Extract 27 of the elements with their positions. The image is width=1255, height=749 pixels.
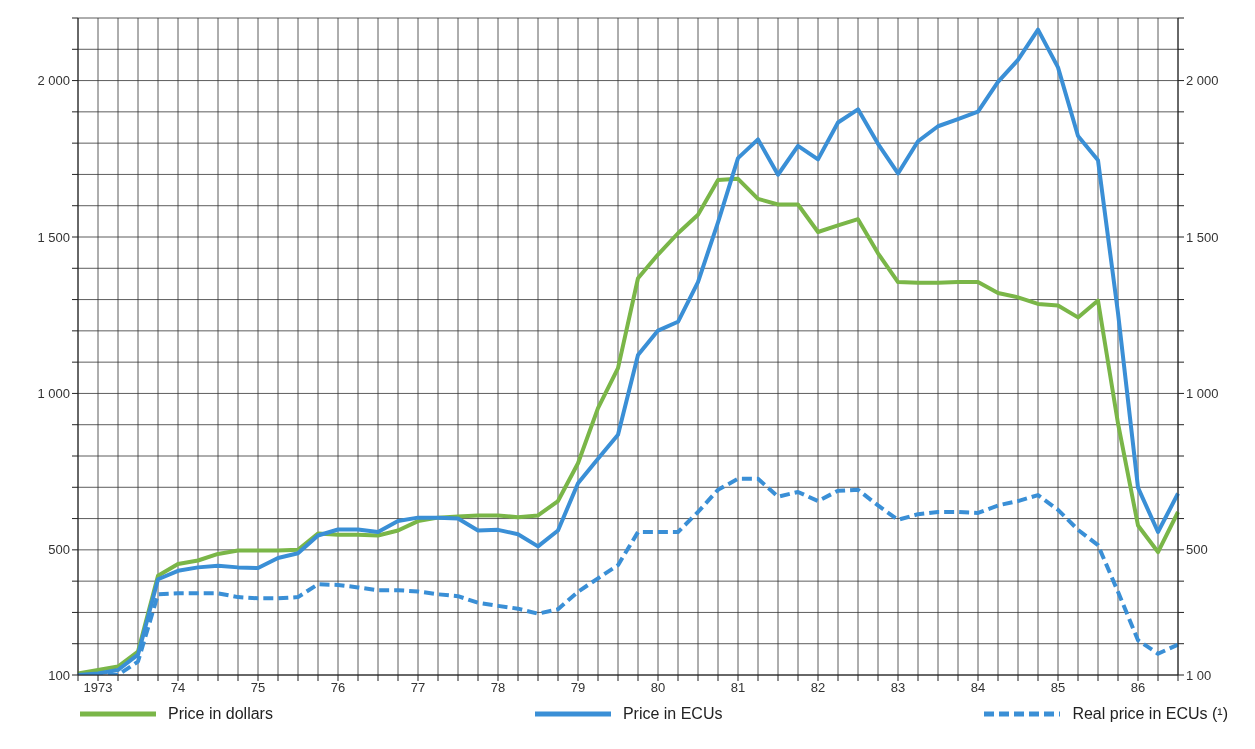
y-tick-label: 2 000 bbox=[37, 73, 70, 89]
y2-tick-label: 500 bbox=[1186, 542, 1208, 558]
y2-tick-label: 1 000 bbox=[1186, 386, 1219, 402]
x-tick-label: 76 bbox=[330, 680, 346, 696]
x-tick-label: 74 bbox=[170, 680, 186, 696]
legend-label: Price in ECUs bbox=[622, 705, 723, 723]
y-tick-label: 100 bbox=[48, 667, 70, 683]
x-tick-label: 78 bbox=[490, 680, 506, 696]
x-tick-label: 75 bbox=[250, 680, 266, 696]
x-tick-label: 85 bbox=[1050, 680, 1066, 696]
x-tick-label: 84 bbox=[970, 680, 986, 696]
x-tick-label: 86 bbox=[1130, 680, 1146, 696]
x-tick-label: 77 bbox=[410, 680, 426, 696]
y-tick-label: 1 500 bbox=[37, 229, 70, 245]
x-tick-label: 81 bbox=[730, 680, 746, 696]
y2-tick-label: 1 500 bbox=[1186, 229, 1219, 245]
x-tick-label: 80 bbox=[650, 680, 666, 696]
legend-label: Price in dollars bbox=[168, 705, 273, 723]
y2-tick-label: 1 00 bbox=[1186, 667, 1212, 683]
x-tick-label: 79 bbox=[570, 680, 586, 696]
y2-tick-label: 2 000 bbox=[1186, 73, 1219, 89]
y-tick-label: 500 bbox=[48, 542, 70, 558]
legend-label: Real price in ECUs (¹) bbox=[1072, 705, 1228, 723]
x-tick-label: 1973 bbox=[83, 680, 113, 696]
x-tick-label: 83 bbox=[890, 680, 906, 696]
x-tick-label: 82 bbox=[810, 680, 826, 696]
y-tick-label: 1 000 bbox=[37, 386, 70, 402]
